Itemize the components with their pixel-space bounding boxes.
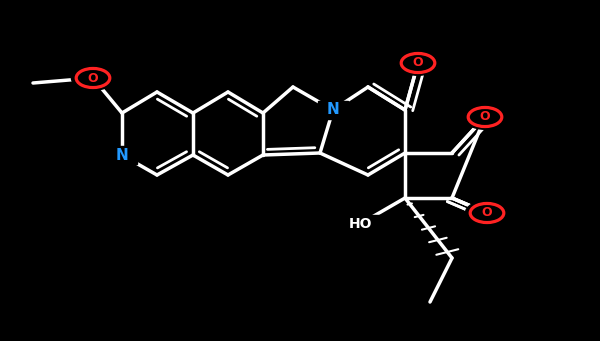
- Circle shape: [397, 51, 440, 75]
- Bar: [336, 216, 384, 233]
- Text: O: O: [482, 207, 493, 220]
- Bar: [318, 102, 348, 119]
- Text: O: O: [479, 110, 490, 123]
- Text: HO: HO: [348, 217, 372, 231]
- Text: N: N: [116, 148, 128, 163]
- Circle shape: [466, 201, 509, 225]
- Text: N: N: [326, 103, 340, 118]
- Text: O: O: [413, 57, 424, 70]
- Text: O: O: [88, 72, 98, 85]
- Bar: [107, 147, 137, 164]
- Circle shape: [463, 105, 506, 129]
- Circle shape: [71, 66, 115, 90]
